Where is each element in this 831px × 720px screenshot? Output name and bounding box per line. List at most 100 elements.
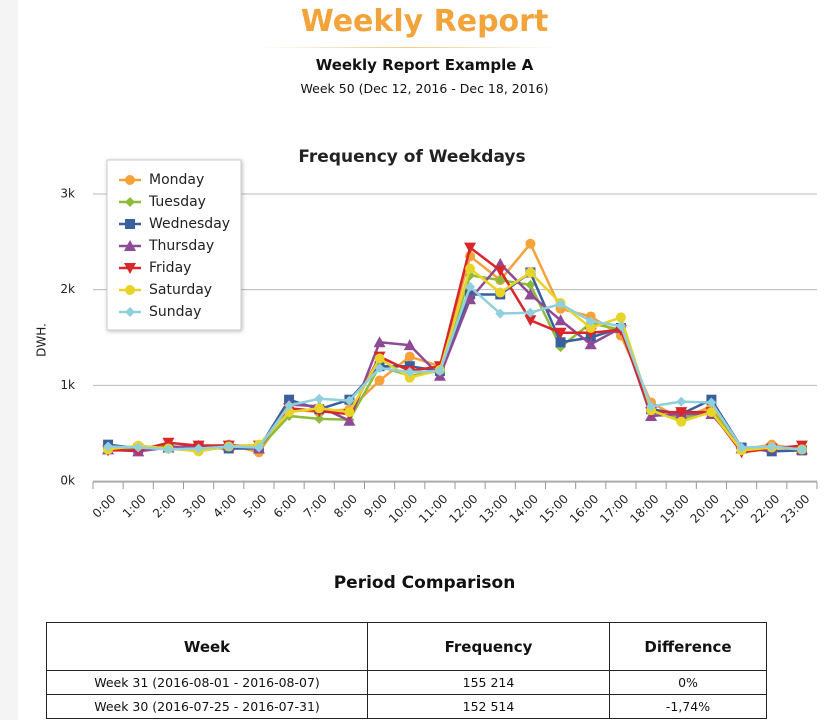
report-period: Week 50 (Dec 12, 2016 - Dec 18, 2016)	[300, 81, 549, 96]
y-tick-label: 0k	[60, 474, 75, 488]
point	[615, 321, 626, 332]
x-tick-label: 17:00	[597, 492, 631, 526]
point	[465, 263, 476, 274]
cell: 155 214	[367, 670, 610, 695]
point	[434, 365, 445, 376]
point	[554, 314, 567, 326]
y-tick-label: 2k	[60, 282, 75, 296]
point	[465, 281, 476, 292]
legend-marker	[125, 219, 135, 229]
point	[403, 339, 416, 351]
point	[766, 441, 777, 452]
x-tick-label: 22:00	[748, 492, 782, 526]
point	[344, 407, 355, 418]
point	[585, 322, 596, 333]
point	[464, 242, 477, 254]
point	[404, 351, 415, 362]
point	[585, 316, 596, 327]
point	[675, 407, 688, 419]
point	[646, 401, 657, 412]
x-tick-label: 19:00	[657, 492, 691, 526]
report-subtitle: Weekly Report Example A	[315, 56, 534, 74]
x-tick-label: 21:00	[718, 492, 752, 526]
point	[706, 397, 717, 408]
legend-marker	[125, 285, 135, 295]
legend-marker	[125, 197, 135, 207]
x-tick-label: 8:00	[331, 492, 360, 521]
x-tick-label: 5:00	[241, 492, 270, 521]
legend-marker	[124, 263, 136, 274]
point	[253, 442, 264, 453]
x-tick-label: 7:00	[301, 492, 330, 521]
x-tick-label: 14:00	[507, 492, 541, 526]
legend-marker	[124, 240, 136, 251]
legend-marker	[125, 307, 135, 317]
point	[676, 416, 687, 427]
point	[464, 293, 477, 305]
cell: Week 30 (2016-07-25 - 2016-07-31)	[46, 694, 368, 719]
point	[284, 400, 295, 411]
header-row: Week Frequency Difference	[46, 622, 767, 671]
point	[343, 414, 356, 426]
point	[344, 395, 355, 406]
legend-label: Thursday	[148, 238, 214, 254]
x-tick-label: 11:00	[416, 492, 450, 526]
chart-title: Frequency of Weekdays	[298, 147, 525, 167]
point	[524, 288, 537, 300]
point	[525, 279, 536, 290]
point	[495, 308, 506, 319]
legend-label: Tuesday	[148, 194, 206, 210]
point	[103, 441, 114, 452]
cell: 152 514	[367, 694, 610, 719]
x-tick-label: 6:00	[271, 492, 300, 521]
x-tick-label: 23:00	[778, 492, 812, 526]
point	[404, 372, 415, 383]
legend: Monday Tuesday Wednesday Thursday Friday Satu…	[106, 159, 242, 331]
point	[584, 338, 597, 350]
y-axis-label: DWH.	[35, 323, 49, 357]
report-page: Weekly Report Weekly Report Example A We…	[18, 0, 831, 720]
x-tick-label: 16:00	[567, 492, 601, 526]
x-tick-label: 15:00	[537, 492, 571, 526]
legend-label: Friday	[149, 260, 191, 276]
legend-label: Sunday	[149, 304, 201, 320]
header-cell: Difference	[609, 622, 767, 671]
point	[555, 299, 566, 310]
x-tick-label: 4:00	[210, 492, 239, 521]
series	[103, 281, 807, 455]
x-tick-label: 10:00	[386, 492, 420, 526]
point	[495, 287, 506, 298]
title-rule	[258, 47, 558, 48]
point	[193, 443, 204, 454]
x-tick-label: 0:00	[90, 492, 119, 521]
point	[525, 267, 536, 278]
point	[706, 407, 717, 418]
point	[615, 312, 626, 323]
point	[374, 375, 385, 386]
y-tick-label: 3k	[60, 187, 75, 201]
cell: -1,74%	[609, 694, 767, 719]
series-line	[108, 245, 803, 454]
x-tick-label: 12:00	[446, 492, 480, 526]
point	[524, 315, 537, 327]
x-tick-label: 20:00	[688, 492, 722, 526]
point	[796, 444, 807, 455]
legend-label: Saturday	[149, 282, 212, 298]
table-row: Week 31 (2016-08-01 - 2016-08-07) 155 21…	[46, 670, 767, 695]
y-tick-label: 1k	[60, 378, 75, 392]
point	[314, 403, 325, 414]
series-line	[108, 284, 803, 451]
point	[374, 363, 385, 374]
point	[162, 437, 175, 449]
point	[554, 327, 567, 339]
report-title: Weekly Report	[300, 4, 549, 39]
cell: Week 31 (2016-08-01 - 2016-08-07)	[46, 670, 368, 695]
point	[495, 275, 506, 286]
cell: 0%	[609, 670, 767, 695]
legend-label: Monday	[149, 172, 204, 188]
x-tick-label: 1:00	[120, 492, 149, 521]
table-row: Week 30 (2016-07-25 - 2016-07-31) 152 51…	[46, 694, 767, 719]
legend-label: Wednesday	[149, 216, 230, 232]
point	[163, 444, 174, 455]
